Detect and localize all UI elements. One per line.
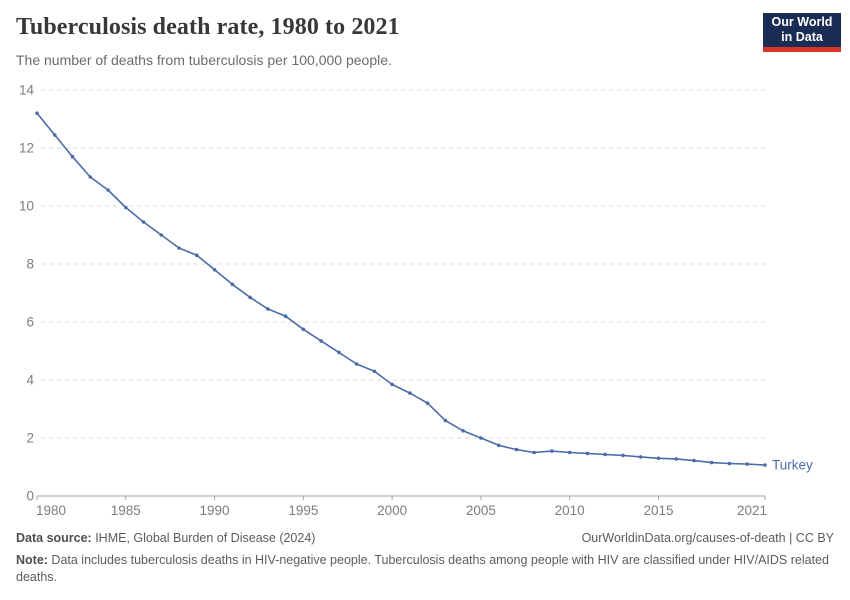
data-point [35,111,39,115]
x-tick-label-2015: 2015 [643,503,673,518]
data-point [727,461,732,466]
data-point [550,449,554,453]
y-tick-label-14: 14 [19,83,35,98]
data-point [301,327,306,332]
license-link[interactable]: OurWorldinData.org/causes-of-death | CC … [581,531,834,545]
data-point [408,391,412,395]
data-point [638,455,643,459]
data-point [425,401,430,406]
data-source-text: IHME, Global Burden of Disease (2024) [91,531,316,545]
x-tick-label-2021: 2021 [737,503,767,518]
data-point [709,460,714,465]
data-point [692,458,696,463]
data-point [212,268,217,272]
data-point [514,447,519,452]
chart-subtitle: The number of deaths from tuberculosis p… [16,52,392,68]
data-point [372,369,377,374]
data-point [283,314,288,319]
data-point [106,188,110,192]
data-point [621,453,625,458]
x-tick-label-2010: 2010 [555,503,585,518]
page-title: Tuberculosis death rate, 1980 to 2021 [16,14,400,40]
series-line-turkey[interactable] [36,112,766,466]
data-point [124,205,128,210]
data-point [496,443,501,448]
data-point [763,463,767,467]
data-point [70,154,75,159]
data-point [88,175,93,179]
owid-logo-line1: Our World [771,15,833,29]
data-point [585,451,590,456]
data-point [745,462,749,466]
y-tick-label-6: 6 [26,315,34,330]
data-point [532,450,536,455]
x-tick-label-1995: 1995 [288,503,318,518]
chart-note: Note: Data includes tuberculosis deaths … [16,552,834,585]
y-tick-label-4: 4 [26,373,34,388]
data-point [674,457,678,461]
y-tick-label-2: 2 [26,431,34,446]
x-tick-label-1980: 1980 [36,503,66,518]
data-point [177,246,181,250]
y-tick-label-0: 0 [26,489,34,504]
data-point [230,282,235,287]
data-point [567,450,572,455]
data-point [248,295,252,300]
data-point [141,220,146,224]
data-point [461,429,465,433]
owid-logo: Our World in Data [763,13,841,52]
data-point [479,436,483,440]
data-source: Data source: IHME, Global Burden of Dise… [16,530,315,546]
data-point [354,362,359,366]
data-point [159,233,164,237]
data-point [266,307,270,311]
data-point [603,452,607,457]
chart-footer: Data source: IHME, Global Burden of Dise… [16,530,834,585]
y-tick-label-8: 8 [26,257,34,272]
data-point [195,253,199,258]
x-tick-label-2005: 2005 [466,503,496,518]
data-point [337,350,341,355]
data-point [443,418,448,423]
chart-note-label: Note: [16,553,48,568]
chart-note-text: Data includes tuberculosis deaths in HIV… [16,553,829,584]
x-tick-label-1985: 1985 [111,503,141,518]
data-source-label: Data source: [16,531,92,545]
data-point [53,133,57,137]
y-tick-label-12: 12 [19,141,34,156]
entity-label-turkey[interactable]: Turkey [772,457,813,472]
owid-logo-line2: in Data [781,30,823,44]
data-point [319,339,323,343]
x-tick-label-2000: 2000 [377,503,407,518]
y-tick-label-10: 10 [19,199,34,214]
data-point [390,382,394,387]
x-tick-label-1990: 1990 [200,503,230,518]
data-point [656,456,661,461]
